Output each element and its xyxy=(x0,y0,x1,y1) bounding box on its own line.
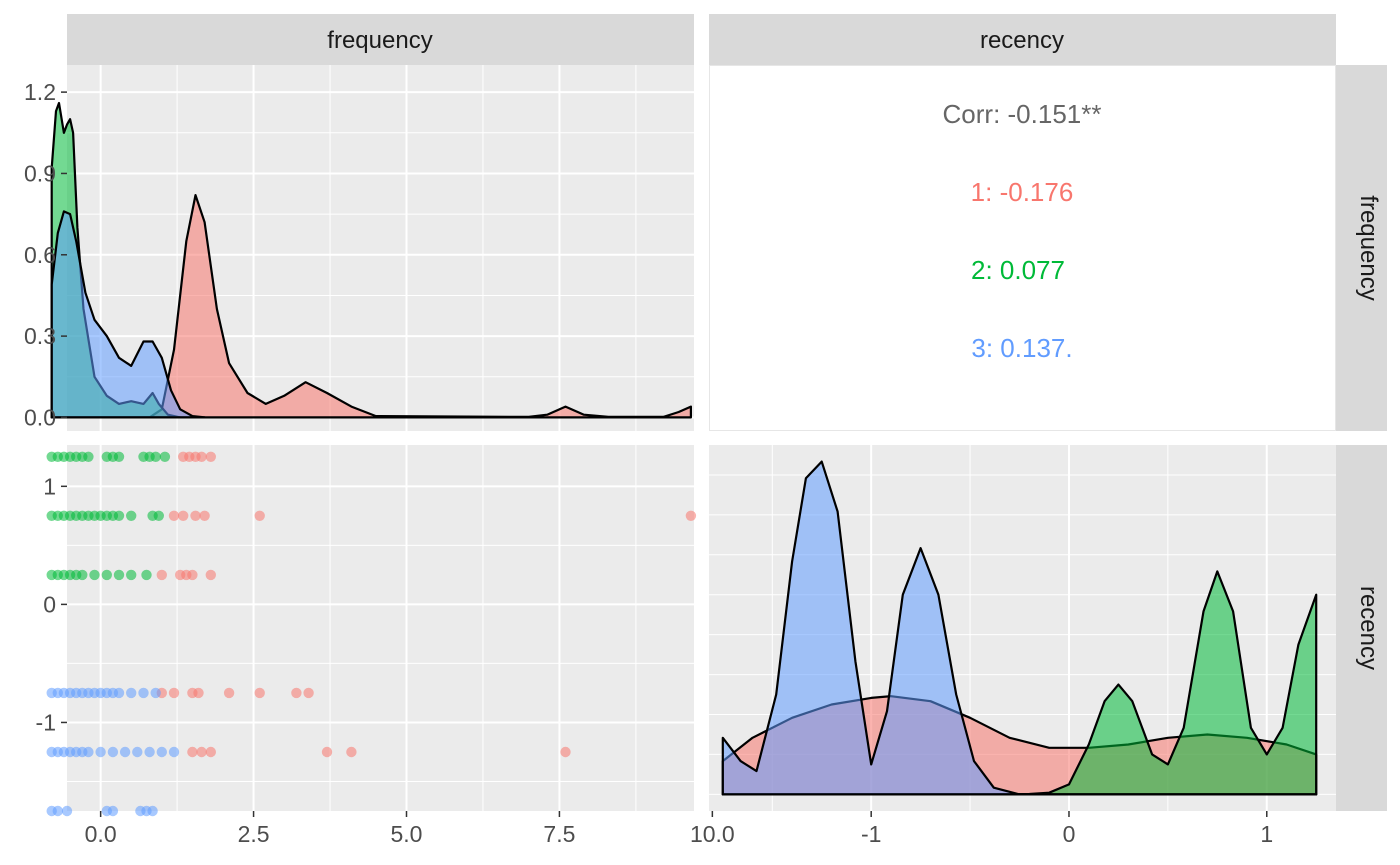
scatter-x-tick-label: 7.5 xyxy=(543,821,575,847)
panel-recency-density: -1 0 1 xyxy=(709,445,1336,847)
strip-right-frequency xyxy=(1336,65,1387,431)
corr-overall: Corr: -0.151** xyxy=(943,99,1102,129)
scatter-point-cluster-1 xyxy=(223,687,235,699)
scatter-point-cluster-3 xyxy=(107,805,119,817)
scatter-point-cluster-3 xyxy=(52,805,63,817)
scatter-point-cluster-1 xyxy=(193,687,204,699)
recency-density-density-cluster-3 xyxy=(721,460,1318,796)
scatter-point-cluster-1 xyxy=(190,510,201,521)
recency-density-x-tick-label: 0 xyxy=(1063,821,1076,847)
scatter-x-tick-label: 10.0 xyxy=(690,821,735,847)
scatter-x-tick-label: 2.5 xyxy=(238,821,270,847)
scatter-point-cluster-2 xyxy=(113,569,125,581)
scatter-point-cluster-3 xyxy=(113,687,125,699)
scatter-point-cluster-2 xyxy=(159,451,171,462)
scatter-y-tick-label: -1 xyxy=(36,709,56,735)
freq-density-y-tick-label: 0.6 xyxy=(24,242,56,268)
scatter-point-cluster-1 xyxy=(187,569,198,581)
scatter-point-cluster-1 xyxy=(156,569,167,581)
corr-group-3: 3: 0.137. xyxy=(971,333,1072,363)
strip-right-recency xyxy=(1336,445,1387,811)
scatter-point-cluster-1 xyxy=(196,746,207,758)
scatter-point-cluster-3 xyxy=(61,805,73,817)
freq-density-y-tick-label: 0.3 xyxy=(24,323,56,349)
scatter-point-cluster-3 xyxy=(132,746,143,758)
strip-top-frequency-label: frequency xyxy=(327,27,432,54)
scatter-point-cluster-1 xyxy=(168,687,180,699)
scatter-point-cluster-2 xyxy=(113,510,125,521)
corr-group-2: 2: 0.077 xyxy=(971,255,1065,285)
scatter-point-cluster-3 xyxy=(156,746,167,758)
scatter-point-cluster-2 xyxy=(83,451,94,462)
scatter-point-cluster-2 xyxy=(126,510,137,521)
scatter-point-cluster-3 xyxy=(126,687,137,699)
recency-density-x-tick-label: 1 xyxy=(1260,821,1273,847)
freq-density-y-tick-label: 0.0 xyxy=(24,404,56,430)
scatter-point-cluster-1 xyxy=(168,510,180,521)
scatter-point-cluster-2 xyxy=(77,569,88,581)
strip-top-frequency xyxy=(67,14,694,65)
scatter-point-cluster-1 xyxy=(560,746,571,758)
scatter-point-cluster-3 xyxy=(119,746,131,758)
scatter-point-cluster-1 xyxy=(346,746,357,758)
scatter-point-cluster-1 xyxy=(187,746,198,758)
scatter-point-cluster-1 xyxy=(205,451,216,462)
scatter-point-cluster-1 xyxy=(205,746,216,758)
scatter-point-cluster-3 xyxy=(150,687,161,699)
strip-right-frequency-label: frequency xyxy=(1355,195,1382,300)
scatter-point-cluster-2 xyxy=(101,569,113,581)
strip-right-recency-label: recency xyxy=(1355,586,1382,670)
scatter-point-cluster-1 xyxy=(291,687,302,699)
scatter-point-cluster-3 xyxy=(147,805,158,817)
scatter-point-cluster-1 xyxy=(199,510,210,521)
scatter-point-cluster-2 xyxy=(150,451,161,462)
scatter-y-tick-label: 1 xyxy=(43,473,56,499)
panel-correlation: Corr: -0.151** 1: -0.176 2: 0.077 3: 0.1… xyxy=(709,65,1336,431)
scatter-point-cluster-2 xyxy=(89,569,100,581)
corr-panel-border xyxy=(709,65,1336,431)
scatter-point-cluster-3 xyxy=(144,746,155,758)
scatter-point-cluster-1 xyxy=(321,746,333,758)
scatter-point-cluster-3 xyxy=(95,746,106,758)
scatter-point-cluster-2 xyxy=(141,569,152,581)
scatter-x-tick-label: 5.0 xyxy=(391,821,423,847)
strip-top-recency-label: recency xyxy=(980,27,1064,54)
scatter-point-cluster-1 xyxy=(254,687,265,699)
panel-frequency-density: 0.0 0.3 0.6 0.9 1.2 xyxy=(24,65,694,431)
scatter-y-tick-label: 0 xyxy=(43,591,56,617)
corr-group-1: 1: -0.176 xyxy=(971,177,1074,207)
scatter-point-cluster-1 xyxy=(205,569,216,581)
scatter-point-cluster-1 xyxy=(254,510,265,521)
freq-density-density-cluster-1 xyxy=(50,194,692,419)
scatter-point-cluster-3 xyxy=(168,746,180,758)
freq-density-density-cluster-3 xyxy=(50,210,206,419)
scatter-point-cluster-1 xyxy=(178,510,189,521)
scatter-point-cluster-3 xyxy=(107,746,119,758)
scatter-point-cluster-2 xyxy=(153,510,164,521)
scatter-point-cluster-3 xyxy=(83,746,94,758)
recency-density-x-tick-label: -1 xyxy=(861,821,881,847)
scatter-point-cluster-3 xyxy=(138,687,149,699)
scatter-point-cluster-1 xyxy=(685,510,697,521)
strip-top-recency xyxy=(709,14,1336,65)
freq-density-y-tick-label: 1.2 xyxy=(24,79,56,105)
scatter-point-cluster-2 xyxy=(126,569,137,581)
scatter-point-cluster-1 xyxy=(303,687,314,699)
scatter-x-tick-label: 0.0 xyxy=(85,821,117,847)
panel-frequency-vs-recency: 0.0 2.5 5.0 7.5 10.0 -1 0 1 xyxy=(36,445,735,847)
scatter-point-cluster-1 xyxy=(196,451,207,462)
scatter-point-cluster-2 xyxy=(113,451,125,462)
freq-density-y-tick-label: 0.9 xyxy=(24,160,56,186)
recency-density-density-cluster-2 xyxy=(721,570,1318,796)
